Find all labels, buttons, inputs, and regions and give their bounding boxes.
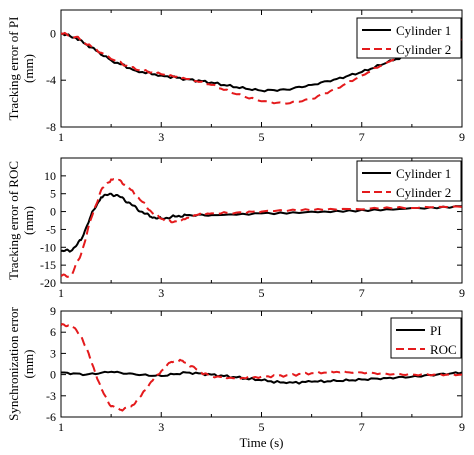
x-tick-label: 9: [459, 420, 465, 434]
x-tick-label: 1: [58, 420, 64, 434]
y-axis-unit: (mm): [21, 350, 36, 379]
series-line-roc: [61, 323, 462, 412]
y-axis-unit: (mm): [21, 206, 36, 235]
y-tick-label: -15: [40, 258, 56, 272]
x-tick-label: 1: [58, 286, 64, 300]
x-tick-label: 5: [259, 130, 265, 144]
y-tick-label: 3: [50, 346, 56, 360]
legend-label-cylinder-2: Cylinder 2: [396, 185, 451, 200]
panel-roc-tracking-error: 1 3 5 7 9 10 5 0 -5 -10 -15 -20 Tracking error of RO…: [6, 157, 465, 300]
y-tick-label: 9: [50, 304, 56, 318]
y-tick-label: -4: [46, 73, 56, 87]
x-tick-label: 3: [158, 420, 164, 434]
legend-label-cylinder-1: Cylinder 1: [396, 23, 451, 38]
x-tick-label: 3: [158, 130, 164, 144]
y-axis-label: Tracking error of ROC: [6, 161, 21, 280]
legend-label-cylinder-1: Cylinder 1: [396, 166, 451, 181]
y-axis-label: Synchronization error: [6, 306, 21, 420]
series-line-cylinder-2: [61, 178, 462, 278]
y-axis-label: Tracking error of PI: [6, 17, 21, 121]
series-line-pi: [61, 370, 462, 385]
legend-label-pi: PI: [430, 323, 442, 338]
y-tick-label: -8: [46, 120, 56, 134]
y-tick-label: -6: [46, 410, 56, 424]
y-tick-label: -3: [46, 389, 56, 403]
x-tick-label: 1: [58, 130, 64, 144]
series-line-cylinder-2: [61, 31, 462, 105]
y-tick-label: 10: [44, 169, 56, 183]
panel-pi-tracking-error: 1 3 5 7 9 0 -4 -8 Tracking error of PI (mm) Cylind…: [6, 9, 465, 144]
y-tick-label: 0: [50, 205, 56, 219]
series-line-cylinder-1: [61, 192, 462, 253]
x-tick-label: 7: [359, 286, 365, 300]
legend-box: [356, 17, 462, 59]
legend-box: [356, 160, 462, 202]
panel-synchronization-error: 1 3 5 7 9 9 6 3 0 -3 -6 Synchronization error (mm) Ti…: [6, 304, 465, 450]
x-tick-label: 5: [259, 420, 265, 434]
x-axis-label: Time (s): [240, 435, 284, 450]
y-tick-label: 6: [50, 325, 56, 339]
y-tick-label: 5: [50, 187, 56, 201]
y-axis-unit: (mm): [21, 54, 36, 83]
legend-label-cylinder-2: Cylinder 2: [396, 42, 451, 57]
y-tick-label: -20: [40, 276, 56, 290]
y-tick-label: 0: [50, 368, 56, 382]
x-tick-label: 5: [259, 286, 265, 300]
x-tick-label: 9: [459, 130, 465, 144]
x-tick-label: 9: [459, 286, 465, 300]
x-tick-label: 7: [359, 420, 365, 434]
y-tick-label: 0: [50, 26, 56, 40]
y-tick-label: -5: [46, 222, 56, 236]
x-tick-label: 7: [359, 130, 365, 144]
y-tick-label: -10: [40, 240, 56, 254]
legend-label-roc: ROC: [430, 342, 457, 357]
legend-box: [390, 317, 462, 359]
x-tick-label: 3: [158, 286, 164, 300]
